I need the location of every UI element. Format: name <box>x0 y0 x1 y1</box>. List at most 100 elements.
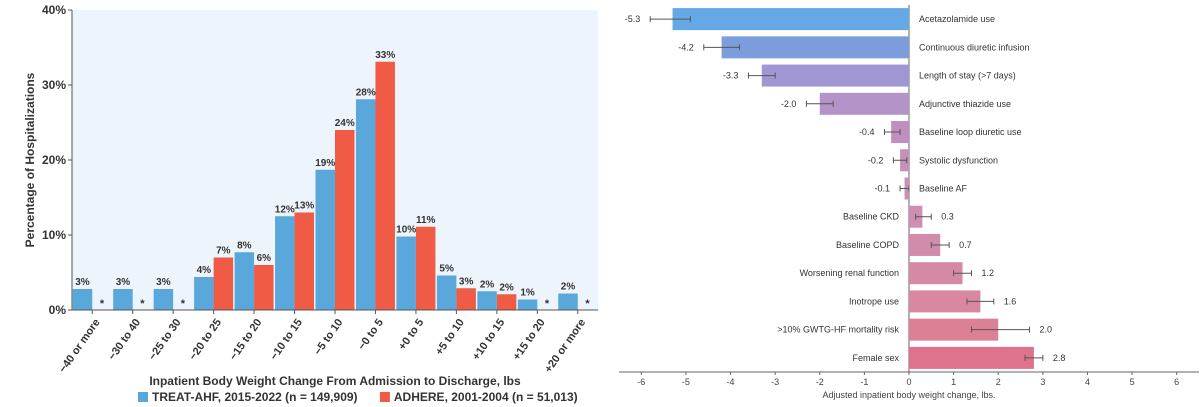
value-label: -0.4 <box>859 127 875 137</box>
bar-label: 3% <box>116 277 131 288</box>
bar-label: 11% <box>416 215 436 226</box>
bar <box>909 318 999 341</box>
y-tick-label: 30% <box>42 78 66 92</box>
bar <box>909 262 963 285</box>
bar-treat-ahf <box>234 252 255 310</box>
x-tick-label: −15 to 20 <box>228 317 265 363</box>
legend-label: TREAT-AHF, 2015-2022 (n = 149,909) <box>152 390 358 404</box>
category-label: >10% GWTG-HF mortality risk <box>777 325 899 335</box>
bar-label: * <box>585 298 590 310</box>
value-label: -4.2 <box>678 42 694 52</box>
value-label: -3.3 <box>723 71 739 81</box>
category-label: Length of stay (>7 days) <box>919 71 1016 81</box>
category-label: Adjunctive thiazide use <box>919 99 1011 109</box>
x-tick-label: 0 <box>906 377 911 387</box>
value-label: 1.2 <box>981 268 994 278</box>
y-tick-label: 20% <box>42 153 66 167</box>
x-tick-label: −20 to 25 <box>187 317 224 363</box>
x-tick-label: +0 to 5 <box>396 317 426 353</box>
category-label: Worsening renal function <box>800 268 899 278</box>
x-tick-label: -4 <box>727 377 735 387</box>
value-label: 0.7 <box>959 240 972 250</box>
value-label: 1.6 <box>1004 296 1017 306</box>
bars <box>72 61 578 310</box>
bar-treat-ahf <box>355 99 376 310</box>
category-label: Baseline loop diuretic use <box>919 127 1022 137</box>
bar-label: * <box>181 298 186 310</box>
x-tick-label: −40 or more <box>57 317 103 375</box>
bar-treat-ahf <box>436 275 457 310</box>
bar-label: 1% <box>520 288 535 299</box>
y-axis: 0% 10% 20% 30% 40% <box>42 3 73 317</box>
y-axis-label: Percentage of Hospitalizations <box>23 72 37 247</box>
bar-treat-ahf <box>558 293 578 310</box>
bar-label: 28% <box>356 87 376 98</box>
bar-treat-ahf <box>194 277 214 310</box>
bar-adhere <box>254 265 274 310</box>
bar-treat-ahf <box>315 169 335 310</box>
bar-label: 2% <box>561 282 576 293</box>
category-label: Female sex <box>852 353 899 363</box>
x-axis-label: Adjusted inpatient body weight change, l… <box>822 390 995 400</box>
category-label: Continuous diuretic infusion <box>919 42 1030 52</box>
bar-adhere <box>375 61 395 310</box>
x-tick-label: 5 <box>1130 377 1135 387</box>
bar-adhere <box>456 288 476 310</box>
bar <box>672 8 909 31</box>
bar-label: * <box>100 298 105 310</box>
x-tick-label: 3 <box>1040 377 1045 387</box>
legend-swatch <box>138 392 148 402</box>
x-tick-label: 6 <box>1174 377 1179 387</box>
x-tick-label: −10 to 15 <box>268 317 305 363</box>
bar-label: 4% <box>197 265 212 276</box>
bar-labels: 3% * 3% * 3% * 4% 7% 8% 6% 12% 13% 19% 24% 28% 33% 10%11… <box>75 50 590 310</box>
bar-treat-ahf <box>72 289 93 310</box>
bar-label: 10% <box>396 225 416 236</box>
x-tick-label: +20 or more <box>542 317 588 375</box>
bar-treat-ahf <box>153 289 174 310</box>
bar <box>909 346 1034 369</box>
bar-label: 12% <box>275 204 295 215</box>
bar-adhere <box>335 130 355 310</box>
bar <box>909 290 981 313</box>
x-tick-label: −0 to 5 <box>356 317 386 353</box>
x-tick-label: +5 to 10 <box>433 317 467 358</box>
category-label: Inotrope use <box>849 296 899 306</box>
value-label: 2.0 <box>1039 325 1052 335</box>
x-tick-label: 1 <box>951 377 956 387</box>
x-tick-label: -2 <box>816 377 824 387</box>
bar <box>909 233 941 256</box>
bar-label: 5% <box>439 264 454 275</box>
x-tick-label: -3 <box>771 377 779 387</box>
legend-swatch <box>379 392 390 402</box>
category-label: Baseline AF <box>919 184 968 194</box>
x-tick-label: 4 <box>1085 377 1090 387</box>
category-label: Baseline COPD <box>836 240 900 250</box>
bars: Acetazolamide use -5.3 Continuous diuretic… <box>625 5 1065 372</box>
y-tick-label: 40% <box>42 3 66 17</box>
x-tick-label: -1 <box>860 377 868 387</box>
bar-treat-ahf <box>396 236 416 310</box>
bar-label: * <box>545 298 550 310</box>
value-label: 0.3 <box>941 212 954 222</box>
bar-label: 7% <box>216 246 231 257</box>
x-tick-label: +10 to 15 <box>470 317 507 363</box>
value-label: -0.2 <box>868 155 884 165</box>
y-tick-label: 0% <box>49 303 67 317</box>
bar-label: 3% <box>75 277 90 288</box>
bar-label: 2% <box>499 282 514 293</box>
bar-label: * <box>140 298 145 310</box>
bar-treat-ahf <box>477 291 497 310</box>
bar-adhere <box>294 212 315 310</box>
bar-label: 6% <box>257 253 272 264</box>
bar-label: 3% <box>156 277 171 288</box>
bar-label: 33% <box>375 50 395 61</box>
bar-label: 13% <box>294 201 314 212</box>
bar-treat-ahf <box>275 216 295 310</box>
x-tick-label: −30 to 40 <box>106 317 143 363</box>
x-tick-label: +15 to 20 <box>511 317 548 363</box>
horizontal-bar-chart: Acetazolamide use -5.3 Continuous diuretic… <box>619 5 1199 400</box>
value-label: -2.0 <box>781 99 797 109</box>
x-axis-label: Inpatient Body Weight Change From Admiss… <box>149 374 521 388</box>
